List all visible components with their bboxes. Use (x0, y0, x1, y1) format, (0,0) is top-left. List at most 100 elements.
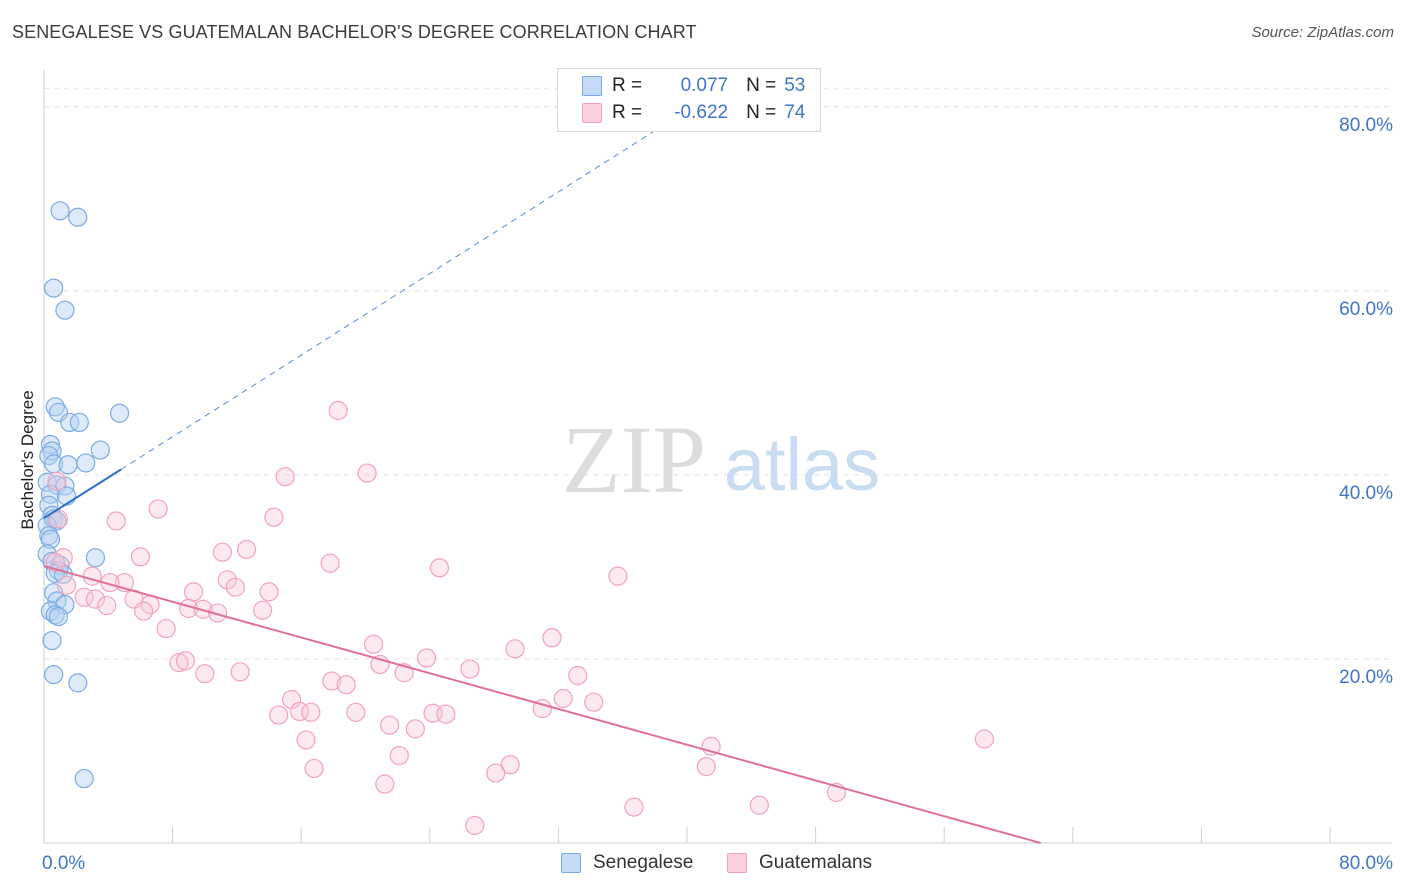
y-tick-label: 40.0% (1339, 483, 1393, 504)
legend-row-guatemalans: R = -0.622 N = 74 (582, 100, 805, 126)
data-point (301, 702, 321, 722)
source-label: Source: ZipAtlas.com (1251, 24, 1394, 41)
data-point (85, 548, 106, 568)
trend-line-senegalese-extended (120, 74, 744, 470)
stats-legend: R = 0.077 N = 53 R = -0.622 N = 74 (557, 68, 821, 132)
data-point (405, 719, 425, 739)
data-point (48, 607, 69, 627)
data-point (749, 795, 769, 815)
watermark-zip: ZIP (562, 406, 706, 513)
data-point (225, 577, 245, 597)
data-point (44, 278, 64, 298)
data-point (380, 715, 400, 735)
bottom-legend-label: Guatemalans (759, 852, 873, 873)
data-point (357, 463, 377, 483)
data-point (212, 542, 233, 562)
data-point (275, 467, 295, 487)
data-point (253, 600, 273, 620)
data-point (322, 671, 342, 691)
data-point (68, 207, 88, 227)
data-point (296, 730, 316, 750)
data-point (363, 634, 384, 654)
data-point (568, 665, 588, 686)
data-point (389, 745, 409, 766)
data-point (40, 529, 61, 549)
axes (43, 70, 1392, 844)
legend-r-label: R = (612, 102, 643, 123)
data-point (230, 662, 250, 682)
data-point (42, 630, 62, 651)
data-point (74, 768, 94, 789)
legend-r-value: -0.622 (674, 102, 729, 123)
legend-row-senegalese: R = 0.077 N = 53 (582, 73, 805, 99)
data-point (134, 601, 154, 621)
data-point (60, 412, 80, 433)
data-point (486, 763, 506, 783)
data-point (328, 400, 348, 421)
tick-labels: 20.0% 40.0% 60.0% 80.0% 0.0% 80.0% (42, 115, 1393, 874)
data-point (82, 566, 102, 586)
bottom-swatch-senegalese (561, 853, 581, 873)
trend-lines (43, 74, 1041, 844)
data-point (465, 815, 485, 836)
data-point (624, 797, 644, 817)
data-point (553, 688, 573, 709)
y-tick-label: 60.0% (1339, 299, 1393, 320)
data-point (208, 603, 228, 623)
legend-n-value: 74 (784, 102, 806, 123)
trend-line-senegalese (43, 468, 122, 520)
data-point (375, 774, 395, 794)
data-point (236, 539, 257, 560)
data-point (156, 618, 176, 639)
bottom-legend-senegalese: Senegalese (561, 852, 693, 874)
data-point (195, 664, 215, 684)
data-point (56, 575, 77, 595)
data-point (217, 570, 237, 590)
data-point (85, 589, 106, 609)
legend-r-value: 0.077 (680, 75, 729, 96)
legend-n-label: N = (746, 102, 777, 123)
data-point (45, 397, 65, 417)
data-point (47, 471, 67, 491)
data-point (169, 653, 189, 673)
data-point (584, 692, 604, 712)
data-point (106, 511, 126, 531)
data-point (55, 300, 75, 320)
y-tick-label: 80.0% (1339, 115, 1393, 136)
watermark: ZIP atlas (562, 406, 880, 513)
data-point (429, 558, 450, 578)
x-tick-label: 80.0% (1339, 853, 1393, 874)
grid-lines (44, 87, 1392, 660)
series-senegalese (37, 201, 130, 789)
chart-title: SENEGALESE VS GUATEMALAN BACHELOR'S DEGR… (12, 22, 697, 42)
data-point (148, 499, 168, 519)
data-point (68, 673, 88, 693)
data-point (259, 582, 279, 602)
legend-n-value: 53 (784, 75, 806, 96)
trend-line-guatemalans (43, 565, 1041, 844)
legend-r-label: R = (612, 75, 643, 96)
series-guatemalans (45, 400, 994, 836)
data-point (97, 595, 117, 616)
data-point (304, 758, 324, 779)
data-point (45, 552, 65, 572)
data-point (109, 403, 130, 423)
data-point (269, 705, 289, 725)
data-point (505, 639, 525, 659)
data-point (264, 507, 284, 527)
data-point (44, 664, 64, 685)
data-point (183, 582, 204, 602)
bottom-swatch-guatemalans (727, 853, 747, 873)
legend-swatch-senegalese (582, 76, 602, 96)
data-point (45, 605, 65, 625)
data-point (58, 455, 78, 475)
data-point (90, 440, 110, 460)
data-point (500, 755, 520, 775)
data-point (130, 547, 151, 567)
legend-n-label: N = (746, 75, 777, 96)
data-point (69, 412, 89, 433)
bottom-legend-guatemalans: Guatemalans (727, 852, 872, 874)
watermark-atlas: atlas (724, 423, 880, 506)
data-point (320, 553, 340, 573)
